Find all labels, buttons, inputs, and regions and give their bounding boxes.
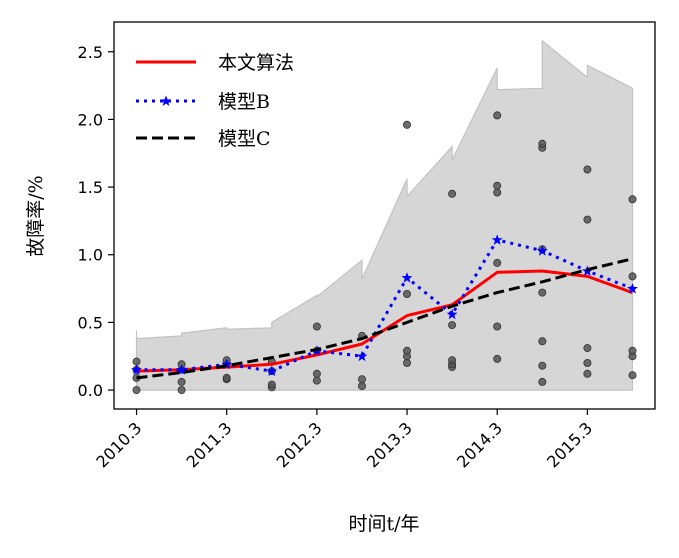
scatter-point-19 (312, 322, 321, 331)
y-tick-label-5: 2.5 (78, 43, 103, 62)
scatter-point-36 (493, 188, 502, 197)
scatter-point-41 (538, 337, 547, 346)
series-1-marker-5 (356, 350, 368, 362)
legend: 本文算法 模型B 模型C (136, 52, 294, 150)
series-1-marker-0 (131, 364, 142, 375)
series-line-2 (136, 257, 633, 380)
scatter-point-48 (583, 344, 592, 353)
scatter-point-42 (538, 288, 547, 297)
scatter-point-38 (493, 111, 502, 120)
series-1-marker-8 (491, 234, 503, 245)
legend-label-series-1: 模型B (218, 91, 270, 113)
scatter-point-5 (177, 377, 186, 386)
x-axis: 2010.3 2011.3 2012.3 2013.3 2014.3 2015.3 (92, 409, 596, 471)
scatter-point-26 (402, 289, 411, 298)
scatter-point-30 (448, 356, 457, 365)
y-tick-label-4: 2.0 (78, 110, 103, 129)
y-axis-label: 故障率/% (25, 175, 47, 256)
legend-label-series-2: 模型C (218, 128, 271, 150)
x-tick-label-5: 2015.3 (543, 418, 596, 471)
y-axis: 0.0 0.5 1.0 1.5 2.0 2.5 (78, 43, 114, 400)
series-1-marker-2 (221, 358, 233, 370)
scatter-point-32 (448, 189, 457, 198)
series-layer (131, 234, 638, 380)
scatter-point-33 (493, 354, 502, 363)
scatter-point-55 (628, 195, 637, 204)
scatter-point-4 (177, 386, 186, 395)
x-tick-label-4: 2014.3 (453, 418, 506, 471)
scatter-point-9 (222, 373, 231, 382)
series-1-marker-3 (266, 365, 278, 377)
scatter-point-3 (132, 357, 141, 366)
y-tick-label-3: 1.5 (78, 178, 103, 197)
plot-frame (113, 21, 656, 410)
scatter-point-39 (538, 377, 547, 386)
scatter-point-16 (312, 376, 321, 385)
scatter-point-37 (493, 181, 502, 190)
x-tick-label-2: 2012.3 (273, 418, 326, 471)
y-tick-label-1: 0.5 (78, 313, 103, 332)
series-1-marker-7 (446, 308, 458, 320)
x-tick-label-1: 2011.3 (183, 418, 236, 471)
series-1-marker-6 (401, 272, 413, 283)
scatter-point-17 (312, 369, 321, 378)
scatter-point-31 (448, 321, 457, 330)
scatter-point-35 (493, 258, 502, 267)
scatter-point-23 (402, 358, 411, 367)
series-1-marker-1 (176, 364, 188, 375)
scatter-point-13 (267, 380, 276, 389)
scatter-point-50 (583, 165, 592, 174)
x-tick-label-0: 2010.3 (92, 418, 145, 471)
scatter-point-46 (583, 369, 592, 378)
scatter-point-25 (402, 346, 411, 355)
scatter-point-27 (402, 120, 411, 129)
series-line-1 (136, 238, 634, 373)
series-1-marker-9 (536, 245, 548, 256)
scatter-point-51 (628, 371, 637, 380)
x-axis-label: 时间t/年 (348, 513, 419, 535)
legend-marker-series-1 (160, 95, 172, 106)
scatter-point-21 (357, 375, 366, 384)
scatter-point-47 (583, 358, 592, 367)
scatter-layer (132, 111, 637, 395)
scatter-point-0 (132, 386, 141, 395)
y-tick-label-2: 1.0 (78, 246, 103, 265)
scatter-point-20 (357, 381, 366, 390)
y-tick-label-0: 0.0 (78, 381, 103, 400)
scatter-point-54 (628, 272, 637, 281)
series-1-marker-11 (627, 283, 638, 294)
band-layer (135, 39, 634, 391)
scatter-point-45 (538, 139, 547, 148)
scatter-point-40 (538, 361, 547, 370)
scatter-point-53 (628, 346, 637, 355)
x-tick-label-3: 2013.3 (363, 418, 416, 471)
scatter-point-34 (493, 322, 502, 331)
legend-label-series-0: 本文算法 (218, 52, 294, 74)
uncertainty-band (135, 39, 634, 391)
scatter-point-49 (583, 215, 592, 224)
